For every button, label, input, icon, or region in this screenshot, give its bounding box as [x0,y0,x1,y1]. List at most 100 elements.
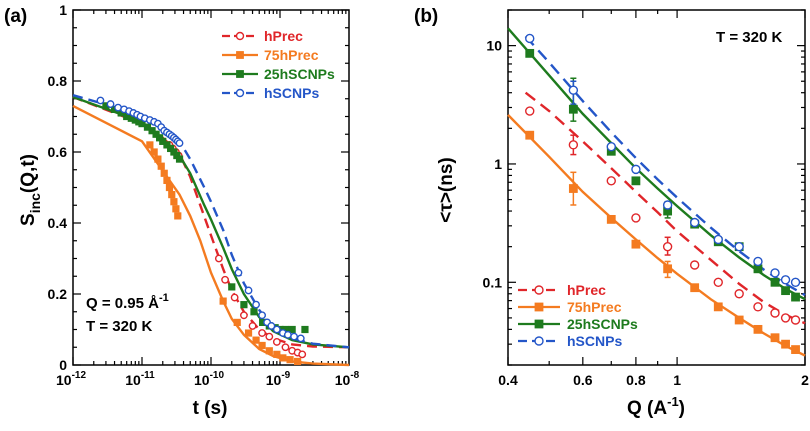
point-75hPrec [770,333,780,343]
point-75hPrec [252,336,260,344]
legend-label-75hPrec: 75hPrec [264,47,319,63]
x-tick-label: 10-9 [266,370,291,388]
panel-a-q-exp: -1 [159,292,169,304]
panel-a-temp-annotation: T = 320 K [86,318,152,335]
point-hPrec [790,315,801,325]
point-25hSCNPs [240,301,248,309]
point-hPrec [248,322,257,330]
panel-b-xlabel-suffix: ) [679,398,685,419]
panel-a-ylabel: Sinc(Q,t) [18,154,43,226]
legend-marker-25hSCNPs [236,70,244,78]
panel-b-ylabel: <τ>(ns) [436,157,457,223]
point-hPrec [525,106,535,116]
y-tick-label: 0.4 [48,215,68,231]
point-75hPrec [244,329,253,337]
point-hSCNPs [234,268,243,277]
point-hSCNPs [244,286,253,295]
point-hSCNPs [296,334,305,343]
point-hSCNPs [713,234,723,245]
legend-label-hPrec: hPrec [264,28,303,44]
point-hPrec [240,311,248,320]
point-25hSCNPs [175,155,184,163]
legend-marker-75hPrec [236,51,244,59]
panel-b-data-points [525,33,801,354]
legend-marker-hSCNPs [534,336,544,346]
point-75hPrec [168,190,176,199]
point-25hSCNPs [250,308,258,316]
point-hPrec [606,176,616,186]
point-75hPrec [174,212,182,220]
panel-b-xlabel-prefix: Q (A [627,398,667,419]
x-tick-label-base: 10 [335,372,351,388]
panel-a-legend: hPrec 75hPrec 25hSCNPs hSCNPs [222,28,335,101]
x-tick-label-exp: -11 [141,370,155,381]
y-tick-label: 0.2 [48,286,68,302]
point-hPrec [753,302,763,312]
point-75hPrec [150,148,158,156]
point-25hSCNPs [288,325,296,334]
point-hSCNPs [283,330,292,339]
point-hSCNPs [252,300,260,309]
x-tick-label-exp: -9 [281,370,290,381]
panel-b: (b) 0.1 1 10 0.4 0.6 0.8 1 2 Q (A-1) <τ>(ns) h… [414,6,809,419]
panel-a-xtick-labels: 10-12 10-11 10-10 10-9 10-8 [56,370,360,388]
point-75hPrec [219,297,227,305]
point-25hSCNPs [301,325,309,334]
point-25hSCNPs [791,292,800,302]
point-hSCNPs [290,332,298,341]
panel-b-label: (b) [414,6,438,27]
point-hPrec [298,350,307,359]
y-tick-label: 0.6 [48,144,68,160]
point-hPrec [662,241,673,252]
point-75hPrec [663,264,673,274]
x-tick-label: 0.8 [626,372,646,388]
y-tick-label: 0.1 [483,274,503,290]
panel-a: (a) 00.20.40.60.81 10-12 10-11 10-10 10-9 10… [4,2,360,419]
fit-line-hSCNPs [524,35,806,297]
point-75hPrec [273,350,281,358]
point-75hPrec [165,183,174,192]
panel-b-xtick-labels: 0.4 0.6 0.8 1 2 [498,372,809,388]
panel-b-xlabel: Q (A-1) [627,394,685,419]
panel-b-xlabel-exp: -1 [667,394,679,409]
x-tick-label: 10-8 [335,370,360,388]
panel-b-temp-annotation: T = 320 K [716,29,782,46]
point-hPrec [258,329,266,337]
point-75hPrec [160,169,168,177]
point-75hPrec [279,354,287,362]
fit-line-hPrec [524,91,806,325]
panel-a-label: (a) [4,6,27,27]
point-75hPrec [146,141,154,149]
x-tick-label-exp: -10 [210,370,225,381]
panel-b-ytick-labels: 0.1 1 10 [483,38,503,291]
point-hPrec [689,260,700,270]
panel-a-ylabel-main: S [18,213,39,226]
point-hSCNPs [689,217,700,228]
panel-a-xlabel: t (s) [193,398,228,419]
point-hPrec [713,277,723,287]
point-75hPrec [781,339,790,349]
point-75hPrec [265,347,273,355]
point-hPrec [780,313,791,323]
point-25hSCNPs [631,176,641,186]
x-tick-label-base: 10 [56,372,72,388]
legend-label-25hSCNPs: 25hSCNPs [264,66,335,82]
y-tick-label: 0.8 [48,73,68,89]
x-tick-label-base: 10 [194,372,210,388]
legend-marker-75hPrec [534,302,544,312]
panel-a-q-annotation: Q = 0.95 Å-1 [86,292,169,312]
legend-label-hSCNPs: hSCNPs [567,333,622,349]
y-tick-label: 0 [59,357,67,373]
legend-label-75hPrec: 75hPrec [567,299,622,315]
point-hPrec [230,293,239,302]
point-75hPrec [791,345,800,354]
point-75hPrec [286,356,294,364]
legend-marker-hPrec [235,31,245,41]
point-hSCNPs [525,33,535,44]
point-25hSCNPs [568,104,578,114]
x-tick-label: 2 [801,372,809,388]
point-75hPrec [170,198,178,206]
point-hSCNPs [568,85,579,95]
legend-marker-25hSCNPs [534,319,544,329]
